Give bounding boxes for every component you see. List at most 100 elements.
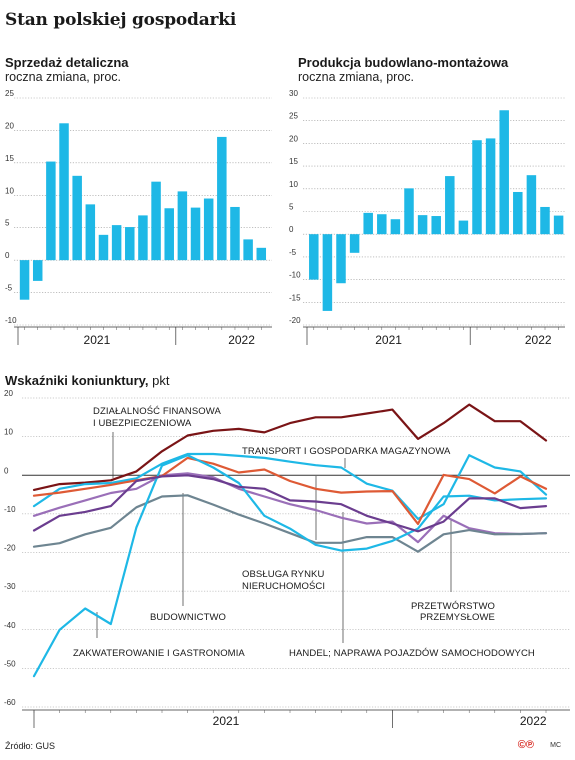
- bar: [526, 175, 537, 235]
- bar: [217, 136, 227, 261]
- y-tick-label: -20: [289, 316, 301, 325]
- y-tick-label: 20: [5, 121, 14, 130]
- y-tick-label: -10: [289, 271, 301, 280]
- y-tick-label: 15: [5, 154, 14, 163]
- bar: [417, 215, 428, 235]
- bar: [377, 214, 387, 235]
- bar: [322, 234, 333, 311]
- series-annotation: ZAKWATEROWANIE I GASTRONOMIA: [73, 648, 245, 659]
- y-tick-label: -10: [5, 316, 17, 325]
- publisher-logo: ©℗: [517, 739, 534, 751]
- bar: [230, 206, 240, 261]
- retail-chart-subtitle: roczna zmiana, proc.: [5, 70, 122, 84]
- year-label: 2022: [525, 333, 552, 347]
- series-line-finanse: [32, 403, 548, 492]
- y-tick-label: -40: [4, 621, 16, 630]
- series-line-gastronomia: [32, 454, 548, 678]
- bar: [445, 176, 455, 235]
- y-tick-label: -15: [289, 293, 301, 302]
- y-tick-label: 20: [289, 134, 298, 143]
- bar: [472, 140, 482, 235]
- year-label: 2021: [375, 333, 402, 347]
- bar: [203, 198, 214, 261]
- y-tick-label: 0: [4, 466, 9, 475]
- y-tick-label: -50: [4, 659, 16, 668]
- y-tick-label: 25: [289, 112, 298, 121]
- bar: [164, 208, 174, 261]
- y-tick-label: 0: [5, 251, 10, 260]
- retail-chart-title: Sprzedaż detaliczna: [5, 55, 129, 70]
- year-label: 2022: [520, 714, 547, 728]
- source-note: Źródło: GUS: [5, 741, 56, 751]
- series-annotation: BUDOWNICTWO: [150, 612, 226, 623]
- construction-output-chart: 30 25 20 15 10 5 0 -5 -10 -15 -20 2021 2022: [289, 90, 565, 347]
- y-tick-label: -30: [4, 582, 16, 591]
- series-annotation: HANDEL; NAPRAWA POJAZDÓW SAMOCHODOWYCH: [289, 648, 535, 659]
- series-annotation: TRANSPORT I GOSPODARKA MAGAZYNOWA: [242, 446, 451, 457]
- bar: [458, 220, 469, 235]
- business-climate-title-text: Wskaźniki koniunktury,: [5, 373, 149, 388]
- bar: [190, 207, 201, 261]
- year-label: 2021: [213, 714, 240, 728]
- series-annotation: DZIAŁALNOŚĆ FINANSOWA: [93, 405, 221, 417]
- year-label: 2021: [84, 333, 111, 347]
- series-line-budownictwo: [32, 494, 548, 553]
- series-annotation: I UBEZPIECZENIOWA: [93, 418, 192, 429]
- series-line-transport: [32, 452, 548, 520]
- y-tick-label: -10: [4, 505, 16, 514]
- y-tick-label: 10: [4, 428, 13, 437]
- bar: [111, 225, 122, 261]
- page-title: Stan polskiej gospodarki: [5, 10, 237, 30]
- bar: [513, 191, 523, 235]
- bar: [309, 234, 319, 280]
- y-tick-label: -5: [289, 248, 297, 257]
- series-annotation: PRZETWÓRSTWO: [411, 601, 495, 612]
- bar: [151, 181, 161, 261]
- bar: [349, 234, 360, 253]
- y-tick-label: 30: [289, 90, 298, 98]
- bar: [243, 239, 253, 261]
- bar: [431, 216, 441, 235]
- series-annotation: NIERUCHOMOŚCI: [242, 580, 325, 592]
- retail-sales-chart: 25 20 15 10 5 0 -5 -10 2021 2022: [5, 90, 272, 347]
- bar: [540, 206, 550, 235]
- bar: [98, 234, 109, 261]
- bar: [485, 138, 496, 235]
- bar: [336, 234, 346, 284]
- y-tick-label: -20: [4, 544, 16, 553]
- y-tick-label: 20: [4, 390, 13, 398]
- bar: [256, 247, 267, 261]
- bar: [85, 204, 96, 261]
- series-line-przetworstwo: [32, 456, 548, 525]
- bar: [32, 260, 43, 281]
- y-tick-label: 10: [5, 186, 14, 195]
- business-climate-title: Wskaźniki koniunktury, pkt: [5, 373, 169, 388]
- bar: [125, 227, 135, 261]
- construction-chart-subtitle: roczna zmiana, proc.: [298, 70, 415, 84]
- author-credit: MC: [550, 742, 561, 749]
- bar: [46, 161, 56, 261]
- bar: [72, 175, 82, 261]
- bar: [59, 123, 69, 261]
- y-tick-label: 5: [289, 203, 294, 212]
- series-annotation: OBSŁUGA RYNKU: [242, 569, 324, 580]
- series-line-handel: [32, 474, 548, 533]
- bar: [404, 188, 414, 235]
- bar: [363, 212, 373, 235]
- construction-chart-title: Produkcja budowlano-montażowa: [298, 55, 509, 70]
- y-tick-label: 5: [5, 219, 10, 228]
- y-tick-label: 0: [289, 225, 294, 234]
- y-tick-label: -60: [4, 698, 16, 707]
- business-climate-unit: pkt: [152, 373, 170, 388]
- y-tick-label: -5: [5, 284, 13, 293]
- bar: [19, 260, 30, 300]
- year-label: 2022: [228, 333, 255, 347]
- bar: [177, 191, 188, 261]
- bar: [390, 219, 401, 235]
- y-tick-label: 10: [289, 180, 298, 189]
- bar: [138, 215, 148, 261]
- bar: [553, 215, 564, 235]
- bar: [499, 110, 509, 235]
- y-tick-label: 25: [5, 90, 14, 98]
- series-annotation: PRZEMYSŁOWE: [420, 612, 495, 623]
